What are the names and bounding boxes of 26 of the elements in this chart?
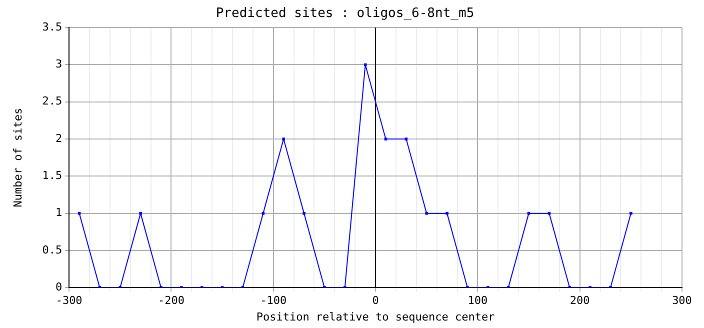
y-axis-title: Number of sites (11, 108, 24, 208)
y-tick-label: 1.5 (42, 169, 62, 182)
x-tick-label: -100 (260, 294, 287, 308)
y-tick-label: 2.5 (42, 94, 62, 108)
point (630, 212, 632, 215)
y-tick-label: 0 (55, 280, 62, 294)
point (262, 212, 265, 215)
x-tick-label: -200 (158, 294, 184, 308)
point (425, 212, 428, 215)
y-tick-label: 3 (55, 58, 62, 71)
y-tick-label: 2 (55, 132, 62, 145)
x-tick-label: 0 (372, 294, 379, 308)
x-tick-label: 200 (570, 294, 590, 308)
point (384, 138, 388, 140)
x-axis-title: Position relative to sequence center (256, 310, 496, 324)
point (404, 138, 408, 140)
chart-title: Predicted sites : oligos_6-8nt_m5 (216, 6, 474, 22)
y-tick-label: 3.5 (42, 20, 62, 34)
point (139, 212, 142, 215)
x-tick-label: 100 (468, 294, 488, 308)
point (302, 212, 306, 215)
x-tick-label: 300 (672, 294, 692, 308)
y-tick-label: 0.5 (42, 243, 62, 256)
point (446, 212, 448, 215)
y-tick-label: 1 (55, 206, 62, 220)
x-tick-label: -300 (56, 294, 82, 308)
